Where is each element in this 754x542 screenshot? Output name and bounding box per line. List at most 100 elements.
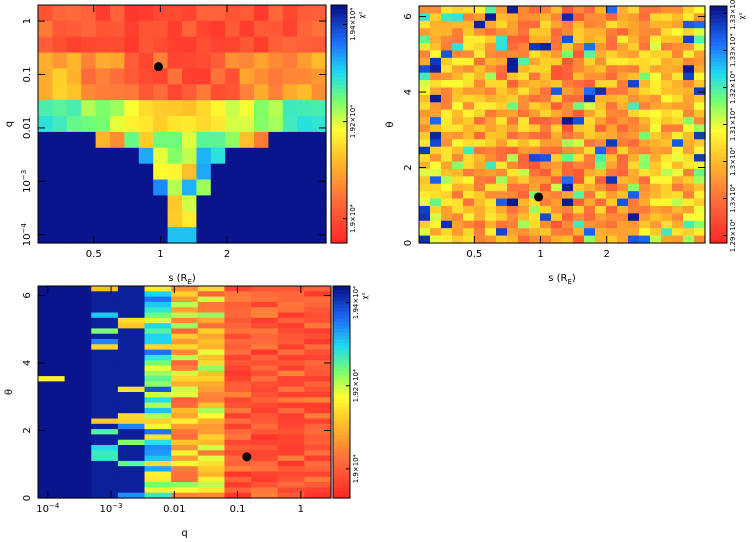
heatmap-cell: [81, 36, 97, 54]
heatmap-cell: [81, 52, 97, 70]
colorbar-segment: [331, 40, 347, 46]
heatmap-cell: [562, 213, 574, 222]
x-axis-label: s (RE): [168, 273, 196, 286]
heatmap-cell: [144, 328, 172, 335]
heatmap-cell: [297, 131, 313, 149]
heatmap-cell: [661, 94, 673, 103]
heatmap-cell: [171, 301, 199, 308]
colorbar-segment: [710, 100, 727, 106]
heatmap-cell: [117, 487, 146, 494]
heatmap-cell: [430, 161, 442, 170]
colorbar-frame: [330, 4, 348, 244]
colorbar-segment: [710, 61, 727, 66]
heatmap-cell: [196, 52, 212, 70]
heatmap-cell: [66, 211, 82, 228]
heatmap-cell: [672, 65, 684, 74]
heatmap-cell: [117, 476, 146, 483]
y-axis-label: θ: [385, 121, 396, 127]
heatmap-cell: [277, 344, 305, 351]
heatmap-cell: [639, 72, 651, 81]
heatmap-cell: [474, 28, 486, 37]
heatmap-cell: [485, 139, 497, 148]
heatmap-cell: [282, 147, 298, 165]
heatmap-cell: [124, 179, 140, 196]
colorbar-segment: [331, 88, 347, 93]
heatmap-cell: [441, 102, 453, 111]
colorbar-segment: [333, 384, 350, 390]
heatmap-cell: [277, 328, 305, 335]
heatmap-cell: [268, 20, 284, 38]
colorbar-segment: [710, 199, 727, 205]
heatmap-cell: [606, 109, 618, 118]
heatmap-cell: [64, 423, 92, 430]
heatmap-cell: [617, 109, 629, 118]
heatmap-cell: [138, 163, 154, 181]
heatmap-cell: [91, 466, 119, 473]
heatmap-cell: [171, 344, 199, 351]
colorbar-segment: [333, 314, 350, 319]
heatmap-cell: [562, 146, 574, 155]
heatmap-cell: [573, 20, 585, 29]
heatmap-cell: [595, 161, 607, 170]
heatmap-cell: [441, 183, 453, 192]
heatmap-cell: [277, 429, 305, 435]
heatmap-cell: [251, 349, 279, 356]
colorbar-segment: [710, 175, 727, 181]
heatmap-cell: [91, 397, 119, 404]
heatmap-cell: [66, 100, 82, 117]
heatmap-cell: [628, 124, 640, 133]
heatmap-cell: [562, 87, 574, 96]
heatmap-cell: [268, 5, 284, 22]
heatmap-cell: [485, 235, 497, 244]
heatmap-cell: [507, 220, 519, 229]
heatmap-cell: [38, 460, 66, 467]
colorbar-segment: [333, 402, 350, 407]
heatmap-cell: [650, 72, 662, 81]
heatmap-cell: [153, 131, 169, 149]
heatmap-cell: [529, 213, 541, 222]
heatmap-cell: [144, 349, 172, 356]
heatmap-cell: [529, 131, 541, 140]
heatmap-cell: [650, 131, 662, 140]
heatmap-cell: [153, 211, 169, 228]
heatmap-cell: [81, 163, 97, 181]
colorbar-segment: [333, 346, 350, 351]
colorbar-segment: [333, 480, 350, 485]
heatmap-cell: [474, 228, 486, 237]
heatmap-cell: [595, 72, 607, 81]
heatmap-cell: [639, 87, 651, 96]
heatmap-cell: [277, 386, 305, 393]
heatmap-cell: [540, 220, 552, 229]
heatmap-cell: [661, 57, 673, 66]
heatmap-cell: [419, 124, 431, 133]
heatmap-cell: [529, 57, 541, 66]
colorbar: 1.29×10⁴1.3×10⁴1.3×10⁴1.31×10⁴1.32×10⁴1.…: [709, 0, 746, 252]
colorbar-segment: [710, 144, 727, 149]
heatmap-cell: [672, 20, 684, 29]
colorbar-segment: [331, 147, 347, 153]
heatmap-cell: [304, 301, 332, 308]
heatmap-cell: [225, 179, 241, 196]
heatmap-cell: [225, 68, 241, 85]
heatmap-cell: [144, 418, 172, 425]
heatmap-cell: [197, 291, 226, 298]
heatmap-cell: [91, 429, 119, 435]
heatmap-cell: [529, 117, 541, 126]
heatmap-cell: [304, 487, 332, 494]
colorbar-segment: [333, 441, 350, 446]
heatmap-cell: [95, 211, 111, 228]
heatmap-cell: [224, 460, 252, 467]
heatmap-cell: [197, 333, 226, 340]
colorbar-tick-label: 1.33×10⁴: [729, 0, 737, 30]
colorbar-segment: [331, 92, 347, 97]
heatmap-cell: [117, 349, 146, 356]
heatmap-cell: [573, 183, 585, 192]
heatmap-cell: [81, 227, 97, 244]
colorbar-segment: [331, 32, 347, 38]
heatmap-cell: [171, 296, 199, 303]
heatmap-cell: [617, 228, 629, 237]
heatmap-cell: [672, 176, 684, 185]
colorbar-segment: [710, 187, 727, 193]
heatmap-cell: [197, 487, 226, 494]
heatmap-cell: [254, 100, 269, 117]
